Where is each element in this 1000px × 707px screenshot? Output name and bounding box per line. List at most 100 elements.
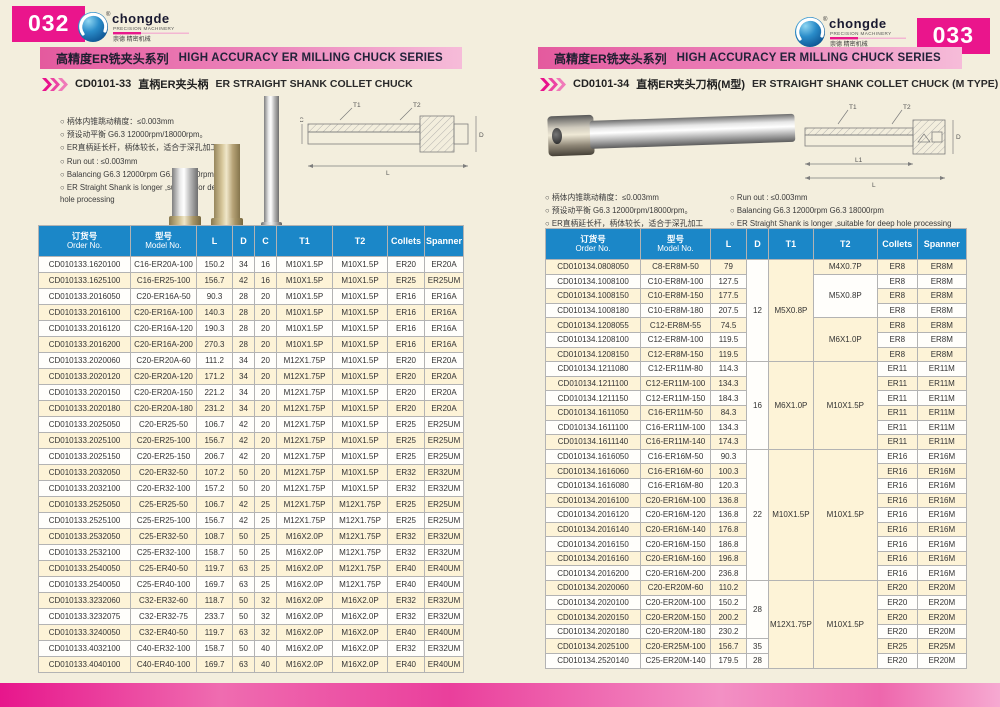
chuck-body-1 — [172, 168, 198, 218]
table-cell: M12X1.75P — [332, 496, 388, 513]
product-photo-m-type-chuck — [547, 108, 798, 162]
table-cell: 25 — [254, 512, 277, 529]
table-cell: ER40UM — [423, 656, 465, 673]
table-cell: M16X2.0P — [276, 576, 333, 593]
section-name-cn: 直柄ER夹头柄 — [138, 79, 209, 91]
table-cell: C16-ER20A-100 — [130, 256, 197, 273]
table-cell: 25 — [254, 528, 277, 545]
series-banner-033: 高精度ER铣夹头系列 HIGH ACCURACY ER MILLING CHUC… — [538, 47, 962, 69]
table-cell: 114.3 — [710, 361, 747, 377]
table-cell: CD010134.1008100 — [545, 273, 641, 290]
table-cell: 106.7 — [196, 416, 233, 433]
table-cell: 42 — [232, 272, 255, 289]
svg-text:T1: T1 — [849, 104, 857, 111]
table-cell: C16-ER16M-50 — [640, 448, 711, 465]
table-row: CD010134.1008100 C10-ER8M-100 127.5 M5X0.8P… — [545, 273, 967, 319]
table-cell: ER16A — [423, 336, 465, 353]
table-cell: M10X1.5P — [332, 256, 388, 273]
table-cell: 110.2 — [710, 580, 747, 596]
table-cell: CD010133.2532100 — [38, 544, 131, 561]
table-cell: CD010133.2032050 — [38, 464, 131, 481]
table-cell: 28 — [746, 580, 769, 640]
table-cell: CD010134.1616050 — [545, 448, 641, 465]
table-cell: CD010134.1211100 — [545, 375, 641, 392]
table-cell: M10X1.5P — [276, 320, 333, 337]
table-row: CD010133.2025100 C20-ER25-100 156.7 42 20 M12… — [38, 432, 465, 449]
table-cell: C25-ER40-100 — [130, 576, 197, 593]
table-cell: M10X1.5P — [276, 288, 333, 305]
svg-text:L: L — [872, 182, 876, 189]
table-row: CD010133.2525050 C25-ER25-50 106.7 42 25 M12X… — [38, 496, 465, 513]
table-cell: ER32UM — [423, 608, 465, 625]
table-row: CD010133.2525100 C25-ER25-100 156.7 42 25 M12… — [38, 512, 465, 529]
table-cell: CD010134.2016160 — [545, 550, 641, 567]
table-cell: ER16M — [916, 550, 967, 567]
table-cell: 186.8 — [710, 536, 747, 552]
header-row: 订货号 Order No. 型号 Model No. L D C T1 T2 Collets Spa… — [38, 225, 465, 257]
table-cell: C10-ER8M-150 — [640, 288, 711, 304]
table-cell: CD010133.3232060 — [38, 592, 131, 609]
table-row: CD010133.2020180 C20-ER20A-180 231.2 34 20 M1… — [38, 400, 465, 417]
table-cell: 157.2 — [196, 480, 233, 497]
brand-tagline: PRECISION MACHINERY — [830, 31, 892, 36]
table-cell: CD010133.2525050 — [38, 496, 131, 513]
table-cell: 50 — [232, 464, 255, 481]
table-cell: ER25UM — [423, 496, 465, 513]
table-cell: ER20A — [423, 256, 465, 273]
table-cell: C20-ER25-50 — [130, 416, 197, 433]
technical-drawing-032: T1 T2 C D L — [300, 98, 488, 178]
series-title-cn: 高精度ER铣夹头系列 — [554, 51, 667, 66]
globe-icon — [795, 17, 825, 47]
table-cell: 111.2 — [196, 352, 233, 369]
table-cell: M12X1.75P — [276, 384, 333, 401]
table-cell: 79 — [710, 259, 747, 275]
table-cell: ER16M — [916, 477, 967, 494]
table-row: CD010133.2016100 C20-ER16A-100 140.3 28 20 M1… — [38, 304, 465, 321]
table-cell: ER16M — [916, 463, 967, 479]
table-cell: CD010133.2525100 — [38, 512, 131, 529]
table-cell: CD010134.2020060 — [545, 580, 641, 596]
table-cell: ER32UM — [423, 480, 465, 497]
table-cell: M10X1.5P — [332, 384, 388, 401]
table-cell: M12X1.75P — [332, 512, 388, 529]
table-cell: ER40UM — [423, 624, 465, 641]
table-cell: 196.8 — [710, 550, 747, 567]
column-header: T2 — [812, 228, 878, 260]
note-line: ○ Balancing G6.3 12000rpm G6.3 18000rpm — [730, 206, 884, 216]
table-cell: 150.2 — [196, 256, 233, 273]
table-cell: C20-ER20M-60 — [640, 580, 711, 596]
table-cell: M10X1.5P — [332, 368, 388, 385]
table-cell: C20-ER16M-200 — [640, 565, 711, 582]
table-cell: 90.3 — [710, 448, 747, 465]
table-cell: ER25M — [916, 638, 967, 655]
table-cell: M10X1.5P — [332, 480, 388, 497]
table-row: CD010134.2520140 C25-ER20M-140 179.5 28 ER20… — [545, 653, 967, 669]
table-cell: 16 — [254, 256, 277, 273]
table-cell: ER8M — [916, 288, 967, 304]
table-cell: M12X1.75P — [276, 416, 333, 433]
table-cell: M16X2.0P — [276, 544, 333, 561]
table-cell: ER16 — [876, 565, 918, 582]
table-cell: M12X1.75P — [332, 544, 388, 561]
section-title-033: CD0101-34 直柄ER夹头刀柄(M型) ER STRAIGHT SHANK… — [540, 76, 998, 92]
table-cell: ER25UM — [423, 416, 465, 433]
table-cell: CD010133.2016050 — [38, 288, 131, 305]
table-cell: ER11 — [876, 434, 918, 450]
table-cell: C20-ER25-100 — [130, 432, 197, 449]
table-cell: 20 — [254, 448, 277, 465]
table-cell: CD010133.2016120 — [38, 320, 131, 337]
table-cell: 32 — [254, 624, 277, 641]
table-cell: C20-ER16M-140 — [640, 521, 711, 538]
table-cell: M12X1.75P — [332, 560, 388, 577]
table-cell: M10X1.5P — [332, 416, 388, 433]
table-cell: ER32 — [387, 592, 425, 609]
table-cell: C20-ER32-50 — [130, 464, 197, 481]
table-cell: ER20A — [423, 352, 465, 369]
table-cell: M10X1.5P — [332, 464, 388, 481]
table-row: CD010133.2532100 C25-ER32-100 158.7 50 25 M16… — [38, 544, 465, 561]
table-cell: ER20 — [876, 580, 918, 596]
table-cell: 34 — [232, 400, 255, 417]
column-header: 订货号 Order No. — [38, 225, 131, 257]
table-cell: ER32UM — [423, 592, 465, 609]
table-cell: 120.3 — [710, 477, 747, 494]
